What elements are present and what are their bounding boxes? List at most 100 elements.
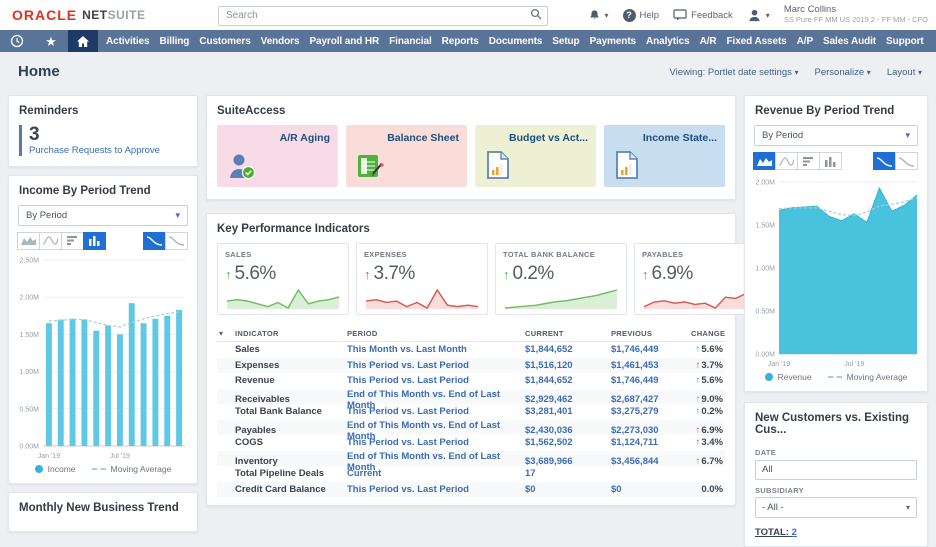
- star-icon: ★: [45, 33, 57, 49]
- chart-type-column-button[interactable]: [819, 152, 842, 170]
- line-chart-icon: [42, 236, 59, 246]
- nav-item-reports[interactable]: Reports: [441, 35, 479, 47]
- nav-item-payments[interactable]: Payments: [589, 35, 637, 47]
- change-arrow-icon: ↑: [695, 425, 701, 436]
- nav-item-ap[interactable]: A/P: [796, 35, 814, 47]
- home-button[interactable]: [68, 30, 98, 52]
- nav-item-ar[interactable]: A/R: [699, 35, 717, 47]
- svg-text:2.00M: 2.00M: [756, 180, 776, 187]
- nav-item-payroll-and-hr[interactable]: Payroll and HR: [309, 35, 380, 47]
- collapse-icon[interactable]: ▾: [219, 328, 224, 338]
- revenue-period-select[interactable]: By Period ▾: [754, 125, 918, 146]
- change-arrow-icon: ↑: [695, 344, 701, 356]
- table-row: Expenses This Period vs. Last Period $1,51…: [217, 357, 725, 373]
- tile-ar-aging[interactable]: A/R Aging: [217, 125, 338, 187]
- change-arrow-icon: ↑: [695, 456, 701, 467]
- change-arrow-icon: ↑: [695, 359, 701, 371]
- suiteaccess-portlet: SuiteAccess A/R Aging Balance Sheet Budg…: [206, 95, 736, 200]
- hbar-chart-icon: [67, 236, 77, 246]
- spreadsheet-pencil-icon: [356, 152, 386, 180]
- kpi-card-expenses[interactable]: EXPENSES ↑ 3.7%: [356, 243, 488, 315]
- svg-text:Jan '19: Jan '19: [38, 453, 60, 460]
- trendline-off-button[interactable]: [165, 231, 188, 250]
- svg-text:0.00M: 0.00M: [20, 443, 40, 450]
- income-by-period-portlet: Income By Period Trend By Period ▾: [8, 174, 198, 484]
- legend-dot-icon: [34, 464, 43, 473]
- chart-type-line-button[interactable]: [39, 231, 62, 250]
- trendline-off-button[interactable]: [895, 152, 918, 170]
- reminder-count: 3: [29, 124, 40, 145]
- avatar-icon: [747, 8, 762, 23]
- change-arrow-icon: ↑: [695, 375, 701, 387]
- nav-item-activities[interactable]: Activities: [106, 35, 150, 47]
- income-chart-legend: Income Moving Average: [9, 462, 197, 483]
- viewing-portlet-date-settings-menu[interactable]: Viewing: Portlet date settings ▾: [669, 67, 799, 78]
- chevron-down-icon: ▾: [604, 10, 609, 20]
- date-field-label: DATE: [755, 448, 777, 457]
- trendline-on-button[interactable]: [873, 152, 896, 170]
- kpi-card-sales[interactable]: SALES ↑ 5.6%: [217, 243, 349, 315]
- nav-item-fixed-assets[interactable]: Fixed Assets: [726, 35, 787, 47]
- column-chart-icon: [89, 236, 100, 247]
- nav-item-setup[interactable]: Setup: [552, 35, 580, 47]
- change-arrow-icon: ↑: [695, 394, 701, 405]
- document-chart-icon: [614, 150, 640, 180]
- chevron-down-icon: ▾: [866, 68, 871, 77]
- svg-text:1.00M: 1.00M: [20, 369, 40, 376]
- reminders-portlet: Reminders 3 Purchase Requests to Approve: [8, 95, 198, 167]
- nav-item-analytics[interactable]: Analytics: [646, 35, 690, 47]
- nav-menu: Activities Billing Customers Vendors Pay…: [106, 30, 924, 52]
- total-count-link[interactable]: 2: [791, 526, 797, 538]
- svg-text:Jul '19: Jul '19: [844, 361, 864, 368]
- quick-menu-button[interactable]: ▾: [588, 9, 609, 22]
- nav-item-vendors[interactable]: Vendors: [260, 35, 300, 47]
- shortcuts-button[interactable]: ★: [34, 30, 68, 52]
- chart-type-area-button[interactable]: [753, 152, 776, 170]
- nav-item-customers[interactable]: Customers: [199, 35, 251, 47]
- search-input[interactable]: [218, 5, 548, 26]
- arrow-up-icon: ↑: [364, 266, 371, 282]
- nav-item-sales-audit[interactable]: Sales Audit: [823, 35, 877, 47]
- arrow-up-icon: ↑: [225, 266, 232, 282]
- table-row: Inventory End of This Month vs. End of La…: [217, 450, 725, 473]
- help-icon: ?: [622, 8, 636, 22]
- feedback-icon: [673, 9, 687, 21]
- tile-income-statement[interactable]: Income State...: [604, 125, 725, 187]
- help-button[interactable]: ? Help: [622, 8, 659, 22]
- nav-item-support[interactable]: Support: [886, 35, 924, 47]
- netsuite-logo: ORACLE NETSUITE: [12, 6, 145, 24]
- change-arrow-icon: ↑: [695, 437, 701, 449]
- user-menu-button[interactable]: ▾: [747, 8, 770, 23]
- subsidiary-select[interactable]: - All - ▾: [755, 496, 917, 518]
- nav-item-documents[interactable]: Documents: [488, 35, 543, 47]
- user-role: SS Pure FF MM US 2019.2 - FF MM - CFO: [783, 15, 928, 25]
- feedback-button[interactable]: Feedback: [673, 9, 733, 21]
- nav-item-billing[interactable]: Billing: [159, 35, 190, 47]
- chart-type-area-button[interactable]: [17, 231, 40, 250]
- chart-type-column-button[interactable]: [83, 231, 106, 250]
- income-period-select[interactable]: By Period ▾: [18, 204, 188, 226]
- kpi-card-total-bank-balance[interactable]: TOTAL BANK BALANCE ↑ 0.2%: [495, 243, 627, 315]
- legend-dash-icon: [827, 376, 842, 378]
- trendline-on-button[interactable]: [143, 231, 166, 250]
- search-icon[interactable]: [530, 8, 542, 20]
- svg-text:2.50M: 2.50M: [20, 257, 40, 264]
- nav-item-financial[interactable]: Financial: [389, 35, 432, 47]
- income-bar-chart: 0.00M 0.50M 1.00M 1.50M 2.00M 2.50M Jan '19 Jul…: [13, 254, 193, 462]
- recent-records-button[interactable]: [0, 30, 34, 52]
- bell-icon: [588, 9, 601, 22]
- arrow-up-icon: ↑: [642, 266, 649, 282]
- layout-menu[interactable]: Layout ▾: [886, 67, 922, 78]
- tile-balance-sheet[interactable]: Balance Sheet: [346, 125, 467, 187]
- user-info: Marc Collins SS Pure FF MM US 2019.2 - F…: [783, 4, 928, 25]
- personalize-menu[interactable]: Personalize ▾: [814, 67, 871, 78]
- chart-type-hbar-button[interactable]: [61, 231, 84, 250]
- purchase-requests-link[interactable]: Purchase Requests to Approve: [29, 144, 160, 156]
- date-field[interactable]: [755, 459, 917, 480]
- page-header: Home Viewing: Portlet date settings ▾ Pe…: [0, 52, 936, 90]
- chart-type-hbar-button[interactable]: [797, 152, 820, 170]
- tile-budget-vs-actual[interactable]: Budget vs Act...: [475, 125, 596, 187]
- user-name: Marc Collins: [783, 4, 837, 16]
- svg-text:0.50M: 0.50M: [20, 406, 40, 413]
- chart-type-line-button[interactable]: [775, 152, 798, 170]
